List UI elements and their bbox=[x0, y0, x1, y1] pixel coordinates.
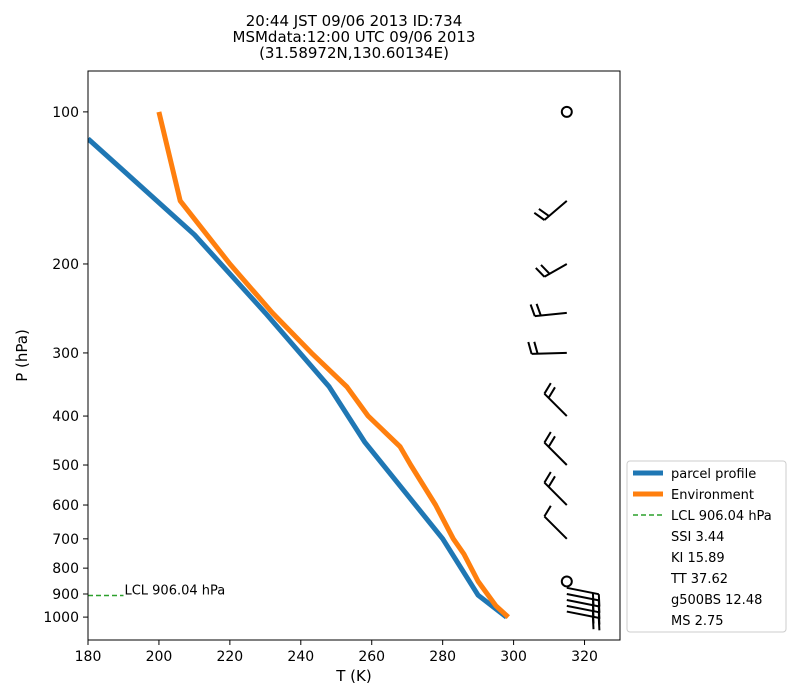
x-axis: 180 200 220 240 260 280 300 320 bbox=[75, 640, 598, 665]
title-line: MSMdata:12:00 UTC 09/06 2013 bbox=[233, 28, 476, 46]
y-tick-label: 1000 bbox=[43, 610, 79, 626]
x-tick-label: 320 bbox=[571, 649, 598, 665]
legend: parcel profile Environment LCL 906.04 hPa S… bbox=[626, 460, 787, 633]
x-tick-label: 200 bbox=[146, 649, 173, 665]
wind-barb-calm bbox=[560, 105, 573, 118]
x-tick-label: 260 bbox=[358, 649, 385, 665]
wind-barb bbox=[543, 382, 568, 417]
legend-label: LCL 906.04 hPa bbox=[671, 509, 772, 524]
x-tick-label: 220 bbox=[216, 649, 243, 665]
legend-box bbox=[626, 460, 787, 633]
wind-barb bbox=[529, 303, 567, 318]
wind-barb bbox=[543, 431, 568, 466]
legend-stat: MS 2.75 bbox=[671, 614, 724, 629]
legend-stat: g500BS 12.48 bbox=[671, 593, 762, 608]
x-tick-label: 300 bbox=[500, 649, 527, 665]
series-layer bbox=[88, 111, 510, 620]
series-line-1 bbox=[156, 111, 510, 619]
wind-barb bbox=[543, 505, 568, 540]
legend-label: Environment bbox=[671, 488, 754, 503]
annotations: LCL 906.04 hPa bbox=[124, 583, 225, 598]
legend-label: parcel profile bbox=[671, 467, 756, 482]
y-tick-label: 600 bbox=[52, 498, 79, 514]
y-tick-label: 300 bbox=[52, 346, 79, 362]
x-axis-label: T (K) bbox=[335, 667, 371, 685]
wind-barb bbox=[566, 610, 601, 631]
y-tick-label: 900 bbox=[52, 587, 79, 603]
legend-stat: KI 15.89 bbox=[671, 551, 725, 566]
wind-barb bbox=[535, 263, 568, 278]
legend-stat: TT 37.62 bbox=[670, 572, 728, 587]
wind-barb bbox=[543, 471, 568, 506]
wind-barb bbox=[533, 200, 568, 221]
x-tick-label: 280 bbox=[429, 649, 456, 665]
y-tick-label: 100 bbox=[52, 105, 79, 121]
x-tick-label: 240 bbox=[287, 649, 314, 665]
y-tick-label: 400 bbox=[52, 409, 79, 425]
title-line: 20:44 JST 09/06 2013 ID:734 bbox=[246, 12, 462, 30]
wind-barb bbox=[527, 341, 567, 355]
y-tick-label: 800 bbox=[52, 561, 79, 577]
plot-frame bbox=[87, 70, 621, 641]
chart-title: 20:44 JST 09/06 2013 ID:734MSMdata:12:00… bbox=[233, 12, 476, 62]
y-tick-label: 500 bbox=[52, 458, 79, 474]
lcl-annotation: LCL 906.04 hPa bbox=[124, 583, 225, 598]
y-tick-label: 200 bbox=[52, 257, 79, 273]
y-axis-label: P (hPa) bbox=[13, 329, 31, 382]
wind-barb-calm bbox=[560, 575, 573, 588]
y-axis: 100 200 300 400 500 600 700 800 900 1000 bbox=[43, 105, 88, 626]
title-line: (31.58972N,130.60134E) bbox=[259, 44, 449, 62]
y-tick-label: 700 bbox=[52, 532, 79, 548]
wind-barbs bbox=[527, 105, 601, 631]
x-tick-label: 180 bbox=[75, 649, 102, 665]
series-line-0 bbox=[88, 136, 509, 620]
legend-stat: SSI 3.44 bbox=[671, 530, 724, 545]
